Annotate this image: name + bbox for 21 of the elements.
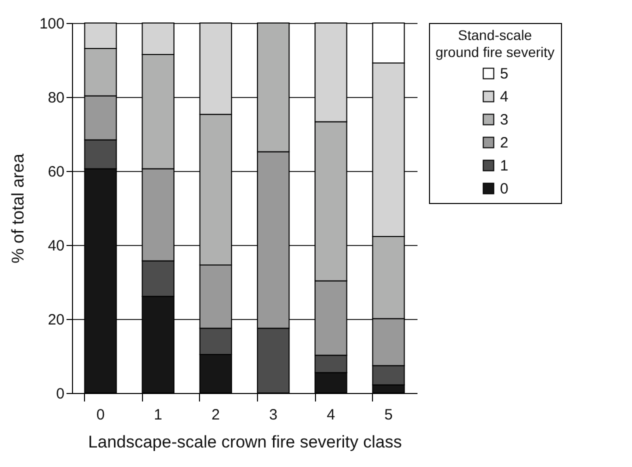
y-tick-label: 60	[48, 164, 64, 180]
x-tick-label: 2	[212, 406, 220, 424]
legend-label: 1	[500, 158, 508, 174]
x-tick-label: 5	[384, 406, 393, 424]
legend-label: 5	[500, 66, 508, 82]
x-tick-label: 0	[96, 406, 105, 424]
y-tick-label: 0	[56, 386, 64, 402]
y-tick-label: 20	[48, 312, 64, 328]
legend-title: Stand-scale ground fire severity	[435, 27, 555, 60]
x-tick-label: 1	[154, 406, 162, 424]
y-tick-label: 80	[48, 90, 64, 106]
y-tick-label: 40	[48, 238, 64, 254]
legend-label: 0	[500, 180, 508, 198]
y-axis-title: % of total area	[8, 153, 28, 264]
y-tick-label: 100	[39, 16, 64, 32]
legend-label: 4	[500, 88, 508, 106]
x-tick-label: 4	[326, 406, 336, 424]
legend-label: 2	[500, 134, 508, 152]
x-tick-label: 3	[269, 406, 278, 424]
legend-label: 3	[500, 112, 508, 128]
x-axis-title: Landscape-scale crown fire severity class	[88, 432, 402, 452]
